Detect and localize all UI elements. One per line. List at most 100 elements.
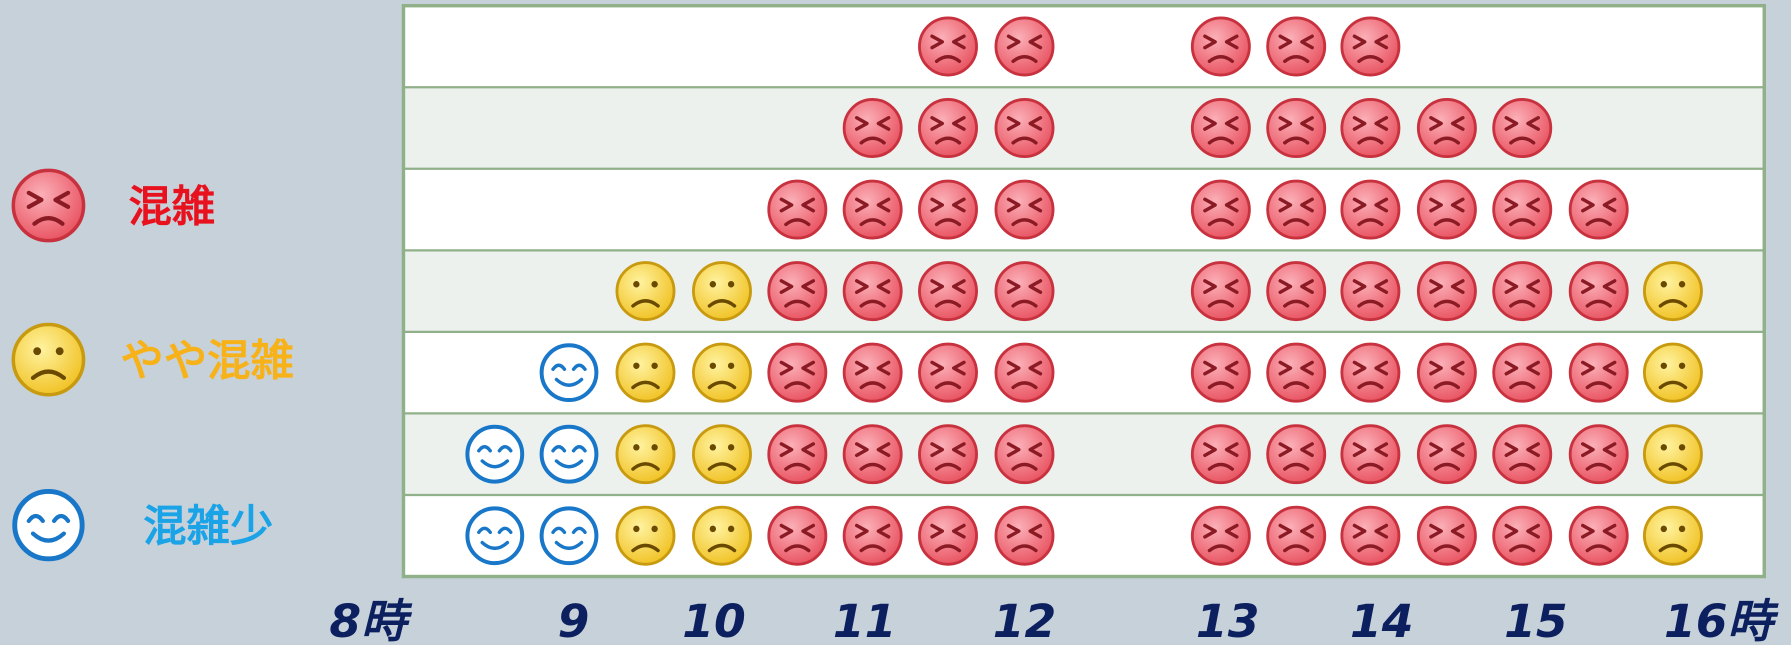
low-face [539,506,599,566]
face-part [1011,462,1038,471]
face-part [497,526,513,535]
face-part [1678,362,1686,369]
busy-face [994,424,1055,485]
busy-face [1266,261,1327,322]
busy-face [918,261,978,322]
busy-face [1266,505,1327,566]
busy-face [11,168,86,243]
face-part [1429,197,1443,213]
face-part [1006,116,1021,131]
face-body [842,98,903,158]
face-body [767,342,828,403]
busy-face [1190,424,1251,485]
face-part [1283,544,1310,553]
x-label: 9 [558,595,590,645]
face-part [934,299,962,308]
face-part [1585,299,1612,308]
face-body [1492,98,1553,158]
face-part [1207,299,1234,308]
face-part [727,281,735,288]
face-part [1283,218,1310,227]
face-part [1678,281,1686,288]
face-body [1340,424,1401,485]
face-part [551,363,567,371]
face-body [842,424,903,485]
face-body [12,488,85,562]
face-part [727,362,735,369]
face-body [1492,179,1553,240]
busy-face [1190,16,1251,77]
face-part [1203,197,1217,213]
face-part [1300,360,1314,376]
busy-face [918,179,978,240]
face-body [994,424,1055,485]
face-part [1357,381,1384,390]
face-part [1504,279,1519,294]
face-part [1011,136,1038,145]
face-body [1340,342,1401,403]
face-part [1207,381,1234,390]
busy-face [1266,16,1327,77]
busy-face [1416,261,1477,322]
face-part [707,299,737,308]
face-part [651,362,658,369]
face-part [727,525,735,533]
face-part [1429,360,1443,376]
face-part [1028,442,1043,458]
face-part [952,523,966,539]
face-part [1011,218,1038,227]
face-part [1509,136,1536,145]
busy-face [1340,16,1401,77]
row-band [403,5,1765,88]
face-part [1357,544,1384,553]
face-part [1581,442,1595,458]
face-part [1283,299,1310,308]
busy-face [1190,261,1251,322]
face-part [30,369,67,380]
face-part [1006,523,1021,539]
moderate-face [615,424,676,485]
face-part [1433,381,1461,390]
busy-face [842,261,903,322]
face-part [854,116,869,131]
busy-face [767,179,828,240]
face-part [53,190,71,209]
face-part [1602,442,1617,458]
face-part [952,116,966,131]
face-body [1340,505,1401,566]
face-part [1278,360,1293,376]
face-part [859,381,886,390]
grid [401,3,1766,579]
x-label: 10 [682,595,746,645]
face-part [1509,299,1536,308]
face-part [934,218,962,227]
face-part [1433,299,1461,308]
face-body [1190,16,1251,77]
face-part [633,281,640,288]
face-part [1602,523,1617,539]
face-part [1585,462,1612,471]
face-body [1190,342,1251,403]
face-part [1006,442,1021,458]
busy-face [1340,98,1401,158]
faces [465,16,1703,566]
moderate-face [692,424,752,485]
busy-face [1340,261,1401,322]
face-part [551,445,567,453]
face-part [1433,462,1461,471]
face-body [1568,179,1629,240]
face-part [934,55,962,64]
face-part [1352,360,1367,376]
face-part [1374,523,1389,539]
face-part [709,444,717,451]
face-part [1006,279,1021,294]
face-body [1416,261,1477,322]
face-part [1352,116,1367,131]
face-part [801,360,816,376]
face-body [1416,342,1477,403]
face-body [1492,261,1553,322]
face-part [554,540,584,550]
face-body [1416,98,1477,158]
face-body [11,322,86,397]
face-part [1374,360,1389,376]
